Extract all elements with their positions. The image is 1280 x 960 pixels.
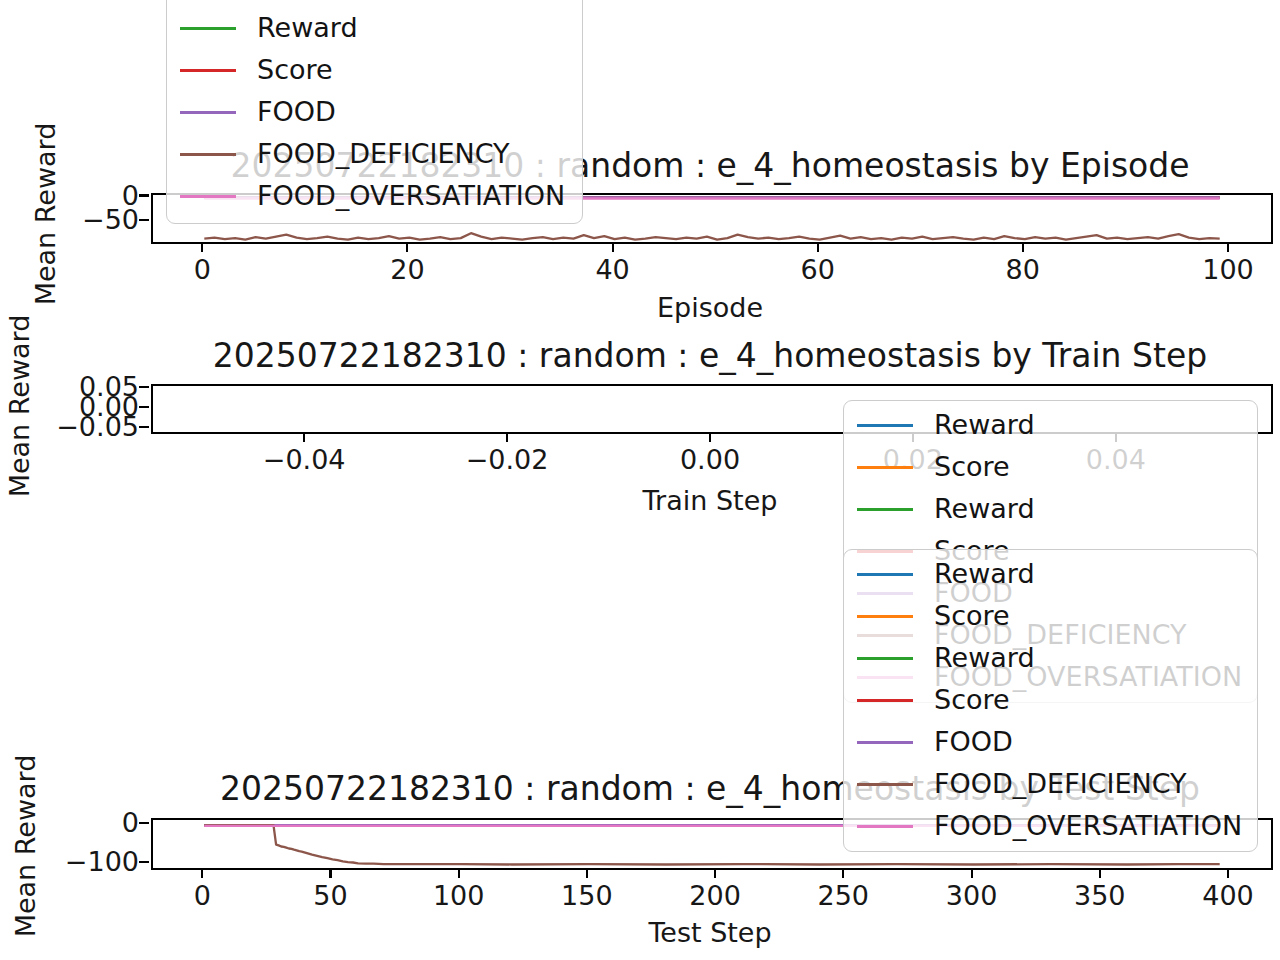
legend-entry: Reward	[844, 404, 1257, 446]
y-tick-mark-train-step	[139, 406, 149, 408]
legend-line-swatch	[857, 657, 913, 660]
legend-label: Reward	[934, 410, 1035, 440]
x-tick-label-test-step: 100	[389, 882, 529, 909]
legend-line-swatch	[180, 69, 236, 72]
x-tick-label-test-step: 50	[261, 882, 401, 909]
x-tick-label-train-step: 0.00	[640, 446, 780, 473]
figure: { "chart_data": [ { "type": "line", "id"…	[0, 0, 1280, 960]
x-tick-mark-train-step	[506, 432, 508, 442]
x-tick-mark-test-step	[714, 868, 716, 878]
y-tick-mark-train-step	[139, 426, 149, 428]
x-tick-mark-test-step	[1099, 868, 1101, 878]
x-tick-mark-test-step	[329, 868, 331, 878]
legend-entry: FOOD_OVERSATIATION	[844, 805, 1257, 847]
x-tick-label-train-step: −0.02	[437, 446, 577, 473]
x-tick-mark-episode	[1227, 242, 1229, 252]
x-tick-label-test-step: 250	[773, 882, 913, 909]
x-tick-mark-test-step	[586, 868, 588, 878]
legend-line-swatch	[180, 153, 236, 156]
x-tick-label-episode: 80	[953, 256, 1093, 283]
legend-label: FOOD_DEFICIENCY	[257, 139, 510, 169]
legend-entry: FOOD	[844, 721, 1257, 763]
legend-label: Score	[257, 55, 333, 85]
y-tick-mark-test-step	[139, 861, 149, 863]
x-tick-mark-episode	[1022, 242, 1024, 252]
legend-entry: Reward	[844, 553, 1257, 595]
legend-line-swatch	[857, 825, 913, 828]
legend-entry: FOOD_OVERSATIATION	[167, 175, 582, 217]
x-tick-label-episode: 0	[132, 256, 272, 283]
x-tick-mark-episode	[406, 242, 408, 252]
legend-test-step: Reward Score Reward Score FOOD FOOD_DEFICIENC…	[843, 549, 1258, 852]
x-tick-mark-test-step	[842, 868, 844, 878]
legend-label: FOOD	[257, 97, 336, 127]
y-tick-label-test-step: −100	[0, 848, 139, 875]
legend-label: Reward	[934, 559, 1035, 589]
legend-entry: FOOD_DEFICIENCY	[167, 133, 582, 175]
y-tick-mark-episode	[139, 219, 149, 221]
legend-entry: Score	[167, 49, 582, 91]
x-tick-mark-train-step	[303, 432, 305, 442]
legend-entry: FOOD_DEFICIENCY	[844, 763, 1257, 805]
legend-label: FOOD	[934, 727, 1013, 757]
x-tick-mark-test-step	[201, 868, 203, 878]
legend-label: Reward	[934, 643, 1035, 673]
legend-line-swatch	[857, 508, 913, 511]
x-tick-mark-train-step	[709, 432, 711, 442]
legend-label: Score	[934, 685, 1010, 715]
x-tick-mark-test-step	[1227, 868, 1229, 878]
legend-entry: Score	[844, 679, 1257, 721]
x-tick-label-train-step: −0.04	[234, 446, 374, 473]
y-tick-label-episode: −50	[0, 206, 139, 233]
x-tick-label-test-step: 0	[132, 882, 272, 909]
legend-entry: Reward	[844, 637, 1257, 679]
legend-entry: Reward	[167, 7, 582, 49]
x-tick-label-test-step: 400	[1158, 882, 1280, 909]
y-tick-label-test-step: 0	[0, 809, 139, 836]
legend-entry: Reward	[844, 488, 1257, 530]
x-tick-label-episode: 20	[337, 256, 477, 283]
x-tick-mark-episode	[612, 242, 614, 252]
x-tick-label-episode: 40	[543, 256, 683, 283]
xlabel-episode: Episode	[151, 294, 1269, 321]
x-tick-label-test-step: 150	[517, 882, 657, 909]
legend-line-swatch	[857, 783, 913, 786]
legend-entry: FOOD	[167, 91, 582, 133]
data-line-food_deficiency	[204, 233, 1219, 239]
legend-line-swatch	[180, 27, 236, 30]
x-tick-mark-episode	[201, 242, 203, 252]
legend-line-swatch	[857, 573, 913, 576]
legend-line-swatch	[857, 424, 913, 427]
legend-label: Reward	[257, 13, 358, 43]
legend-entry: Score	[844, 446, 1257, 488]
x-tick-mark-test-step	[971, 868, 973, 878]
legend-label: FOOD_DEFICIENCY	[934, 769, 1187, 799]
y-tick-mark-episode	[139, 194, 149, 196]
x-tick-label-episode: 100	[1158, 256, 1280, 283]
legend-line-swatch	[857, 466, 913, 469]
legend-entry: Score	[844, 595, 1257, 637]
legend-line-swatch	[857, 615, 913, 618]
x-tick-mark-test-step	[458, 868, 460, 878]
legend-label: Score	[934, 601, 1010, 631]
legend-label: Score	[934, 452, 1010, 482]
title-train-step: 20250722182310 : random : e_4_homeostasi…	[151, 339, 1269, 373]
legend-episode: Reward Score FOOD FOOD_DEFICIENCY FOOD_OVERS…	[166, 0, 583, 224]
xlabel-test-step: Test Step	[151, 919, 1269, 946]
legend-line-swatch	[857, 741, 913, 744]
y-tick-mark-test-step	[139, 822, 149, 824]
x-tick-label-test-step: 350	[1030, 882, 1170, 909]
legend-label: FOOD_OVERSATIATION	[934, 811, 1242, 841]
legend-line-swatch	[857, 699, 913, 702]
x-tick-label-episode: 60	[748, 256, 888, 283]
legend-label: FOOD_OVERSATIATION	[257, 181, 565, 211]
y-tick-label-train-step: −0.05	[0, 413, 139, 440]
y-tick-mark-train-step	[139, 386, 149, 388]
x-tick-label-test-step: 200	[645, 882, 785, 909]
legend-label: Reward	[934, 494, 1035, 524]
x-tick-mark-episode	[817, 242, 819, 252]
x-tick-label-test-step: 300	[902, 882, 1042, 909]
legend-line-swatch	[180, 195, 236, 198]
legend-line-swatch	[180, 111, 236, 114]
